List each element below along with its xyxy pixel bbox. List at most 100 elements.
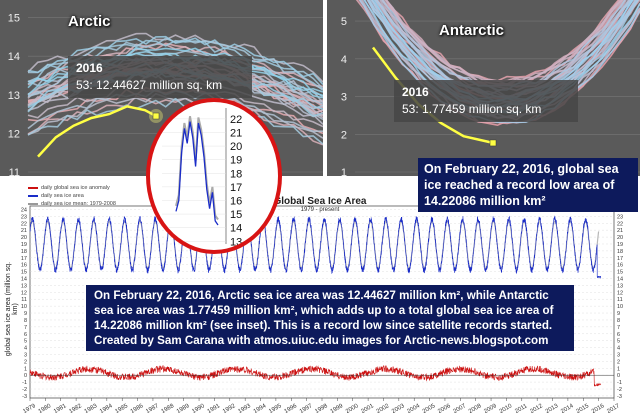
antarctic-y-tick-label: 2 [341,129,347,141]
inset-y-tick-label: 18 [230,168,242,180]
global-area-line [29,215,602,279]
global-y-tick-label-right: 1 [617,366,620,372]
antarctic-y-tick-label: 5 [341,16,347,28]
global-y-tick-label: 16 [21,263,27,269]
global-legend: daily global sea ice anomaly daily sea i… [28,184,116,208]
global-x-tick-label: 2017 [606,403,621,413]
global-y-tick-label-right: 13 [617,283,623,289]
arctic-chart-panel: 11 12 13 14 15 Arctic 2016 53: 12.44627 mill… [0,0,323,176]
global-y-tick-label: 23 [21,214,27,220]
global-y-tick-label-right: 5 [617,339,620,345]
global-x-tick-label: 2007 [453,403,468,413]
global-x-tick-label: 1987 [145,403,160,413]
antarctic-tooltip: 2016 53: 1.77459 million sq. km [394,80,578,122]
global-x-tick-label: 2015 [575,403,590,413]
inset-y-tick-label: 22 [230,114,242,126]
global-x-tick-label: 2004 [406,403,421,413]
global-y-tick-label-right: 22 [617,221,623,227]
record-low-callout: On February 22, 2016, global sea ice rea… [418,158,638,212]
arctic-tooltip-value: 53: 12.44627 million sq. km [76,78,223,92]
global-y-tick-label-right: -3 [617,394,622,400]
arctic-tooltip-year: 2016 [76,61,103,75]
global-x-tick-label: 1996 [283,403,298,413]
inset-y-tick-label: 13 [230,236,242,248]
global-x-tick-label: 2002 [376,403,391,413]
global-x-tick-label: 1983 [84,403,99,413]
arctic-y-tick-label: 14 [8,51,20,63]
legend-item-mean: daily sea ice mean: 1979-2008 [28,200,116,208]
inset-y-tick-label: 14 [230,223,242,235]
global-y-tick-label-right: 9 [617,311,620,317]
global-y-tick-label: -2 [22,387,27,393]
arctic-year-line [27,92,323,139]
global-y-tick-label-right: 16 [617,263,623,269]
global-y-tick-label-right: 6 [617,332,620,338]
legend-swatch-area [28,194,38,197]
global-x-tick-label: 1999 [330,403,345,413]
global-y-tick-label: 6 [24,332,27,338]
inset-y-tick-label: 17 [230,182,242,194]
global-y-tick-label: 2 [24,359,27,365]
global-x-tick-label: 2001 [360,403,375,413]
global-y-tick-label: 9 [24,311,27,317]
inset-mean-line [175,116,219,221]
global-y-axis-label: global sea ice area (million sq. km) [5,261,19,357]
antarctic-title: Antarctic [439,22,505,39]
global-x-tick-label: 1982 [68,403,83,413]
global-y-tick-label: 4 [24,346,27,352]
global-x-tick-label: 1991 [207,403,222,413]
arctic-2016-marker [152,112,160,120]
legend-swatch-mean [28,202,38,205]
global-x-tick-label: 2014 [560,403,575,413]
global-y-tick-label: 13 [21,283,27,289]
global-y-tick-label-right: 15 [617,270,623,276]
global-chart-subtitle: 1979 - present [300,207,340,213]
global-y-tick-label-right: 8 [617,318,620,324]
global-y-tick-label: 22 [21,221,27,227]
arctic-year-line [27,97,323,145]
arctic-title: Arctic [68,13,111,30]
global-y-tick-label-right: 11 [617,297,623,303]
global-x-tick-label: 2009 [483,403,498,413]
global-x-tick-label: 1998 [314,403,329,413]
global-x-tick-label: 1992 [222,403,237,413]
global-y-tick-label: 19 [21,242,27,248]
global-x-tick-label: 2016 [591,403,606,413]
arctic-y-tick-label: 15 [8,13,20,25]
global-x-tick-label: 1990 [191,403,206,413]
global-chart-title: Global Sea Ice Area [273,196,367,207]
global-x-tick-label: 1985 [114,403,129,413]
antarctic-y-tick-label: 1 [341,167,347,176]
global-y-tick-label-right: 4 [617,346,620,352]
global-x-tick-label: 1993 [237,403,252,413]
global-y-tick-label-right: -1 [617,380,622,386]
inset-area-line [175,121,219,226]
global-y-tick-label-right: 12 [617,290,623,296]
global-x-tick-label: 2013 [545,403,560,413]
global-x-tick-label: 1980 [38,403,53,413]
global-y-tick-label: 20 [21,235,27,241]
antarctic-2016-marker [489,139,497,147]
global-x-tick-label: 1989 [176,403,191,413]
global-y-tick-label-right: 2 [617,359,620,365]
global-x-tick-label: 1988 [161,403,176,413]
arctic-y-tick-label: 12 [8,128,20,140]
global-y-tick-label: 15 [21,270,27,276]
antarctic-y-tick-label: 3 [341,92,347,104]
antarctic-tooltip-year: 2016 [402,85,429,99]
global-y-tick-label: 18 [21,249,27,255]
global-y-tick-label: 8 [24,318,27,324]
global-y-tick-label-right: 20 [617,235,623,241]
antarctic-y-tick-label: 4 [341,54,347,66]
global-x-tick-label: 1997 [299,403,314,413]
global-x-tick-label: 2000 [345,403,360,413]
global-y-tick-label: 1 [24,366,27,372]
global-y-tick-label: 12 [21,290,27,296]
arctic-y-tick-label: 11 [9,167,20,176]
global-y-tick-label: 0 [24,373,27,379]
global-y-tick-label: 24 [21,207,27,213]
global-x-tick-label: 2012 [529,403,544,413]
inset-y-tick-label: 19 [230,155,242,167]
arctic-year-line [27,35,323,86]
global-y-tick-label-right: 14 [617,277,623,283]
